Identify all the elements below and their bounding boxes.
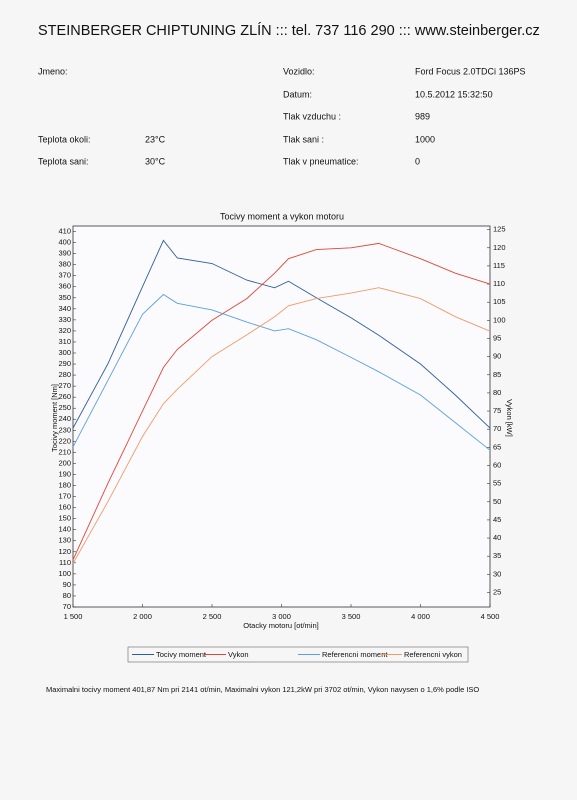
y-tick-label: 180 <box>58 481 71 490</box>
y2-tick-label: 75 <box>493 406 501 415</box>
y-tick-label: 200 <box>58 458 71 467</box>
y-tick-label: 140 <box>58 525 71 534</box>
y2-axis-label: Vykon [kW] <box>505 399 514 437</box>
y-tick-label: 400 <box>58 238 71 247</box>
y2-tick-label: 40 <box>493 533 501 542</box>
y2-tick-label: 35 <box>493 551 501 560</box>
y-tick-label: 90 <box>63 580 71 589</box>
y-tick-label: 350 <box>58 293 71 302</box>
series-line <box>72 242 491 560</box>
header: STEINBERGER CHIPTUNING ZLÍN ::: tel. 737… <box>38 22 540 39</box>
y-tick-label: 220 <box>58 436 71 445</box>
y2-tick-label: 70 <box>493 424 501 433</box>
x-tick-label: 4 000 <box>411 612 430 621</box>
y2-tick-label: 80 <box>493 388 501 397</box>
y2-tick-label: 25 <box>493 587 501 596</box>
y-tick-label: 340 <box>58 304 71 313</box>
x-tick-label: 1 500 <box>64 612 83 621</box>
y-tick-label: 390 <box>58 249 71 258</box>
plot-area <box>72 225 491 608</box>
y2-tick-label: 95 <box>493 333 501 342</box>
legend-label: Referencni moment <box>322 650 388 659</box>
y2-tick-label: 120 <box>493 243 506 252</box>
legend-label: Tocivy moment <box>156 650 207 659</box>
field-label: Tlak sani : <box>283 134 324 144</box>
y2-tick-label: 90 <box>493 352 501 361</box>
y2-tick-label: 85 <box>493 370 501 379</box>
y-tick-label: 250 <box>58 403 71 412</box>
y-tick-label: 330 <box>58 315 71 324</box>
y-tick-label: 120 <box>58 547 71 556</box>
field-value: 10.5.2012 15:32:50 <box>415 89 493 99</box>
field-value: Ford Focus 2.0TDCi 136PS <box>415 66 526 76</box>
field-label: Tlak vzduchu : <box>283 111 341 121</box>
y2-tick-label: 125 <box>493 225 506 234</box>
y2-tick-label: 50 <box>493 497 501 506</box>
field-value: 1000 <box>415 134 435 144</box>
y2-tick-label: 105 <box>493 297 506 306</box>
y-tick-label: 170 <box>58 492 71 501</box>
y-tick-label: 210 <box>58 447 71 456</box>
y-tick-label: 410 <box>58 227 71 236</box>
y2-tick-label: 115 <box>493 261 505 270</box>
field-label: Vozidlo: <box>283 66 315 76</box>
field-label: Datum: <box>283 89 312 99</box>
x-axis-label: Otacky motoru [ot/min] <box>243 621 318 630</box>
legend-label: Vykon <box>228 650 249 659</box>
y-tick-label: 260 <box>58 392 71 401</box>
y-tick-label: 130 <box>58 536 71 545</box>
footer: Maximalni tocivy moment 401,87 Nm pri 21… <box>46 685 479 694</box>
field-label: Jmeno: <box>38 66 68 76</box>
y-tick-label: 290 <box>58 359 71 368</box>
legend-label: Referencni vykon <box>404 650 462 659</box>
y-axis-label: Tocivy moment [Nm] <box>50 384 59 452</box>
y-tick-label: 160 <box>58 503 71 512</box>
y2-tick-label: 45 <box>493 515 501 524</box>
y-tick-label: 270 <box>58 381 71 390</box>
y-tick-label: 150 <box>58 514 71 523</box>
field-value: 23°C <box>145 134 166 144</box>
field-value: 989 <box>415 111 430 121</box>
x-tick-label: 3 500 <box>342 612 361 621</box>
field-label: Teplota sani: <box>38 156 89 166</box>
series-line <box>72 239 491 429</box>
legend-box <box>127 646 469 663</box>
y-tick-label: 190 <box>58 469 71 478</box>
field-value: 30°C <box>145 156 166 166</box>
series-line <box>72 293 491 451</box>
y-tick-label: 380 <box>58 260 71 269</box>
field-label: Tlak v pneumatice: <box>283 156 359 166</box>
y2-tick-label: 30 <box>493 569 501 578</box>
y2-tick-label: 65 <box>493 442 501 451</box>
x-tick-label: 2 000 <box>133 612 152 621</box>
x-tick-label: 3 000 <box>272 612 291 621</box>
y2-tick-label: 55 <box>493 479 501 488</box>
y-tick-label: 230 <box>58 425 71 434</box>
field-value: 0 <box>415 156 420 166</box>
y-tick-label: 310 <box>58 337 71 346</box>
y-tick-label: 80 <box>63 591 71 600</box>
x-tick-label: 4 500 <box>481 612 500 621</box>
y-tick-label: 300 <box>58 348 71 357</box>
y2-tick-label: 100 <box>493 315 506 324</box>
y-tick-label: 110 <box>59 558 71 567</box>
y2-tick-label: 60 <box>493 460 501 469</box>
series-line <box>72 287 491 564</box>
y-tick-label: 240 <box>58 414 71 423</box>
y2-tick-label: 110 <box>493 279 505 288</box>
y-tick-label: 360 <box>58 282 71 291</box>
y-tick-label: 280 <box>58 370 71 379</box>
y-tick-label: 370 <box>58 271 71 280</box>
x-tick-label: 2 500 <box>203 612 222 621</box>
y-tick-label: 320 <box>58 326 71 335</box>
chart-title: Tocivy moment a vykon motoru <box>220 211 344 221</box>
y-tick-label: 100 <box>58 569 71 578</box>
field-label: Teplota okoli: <box>38 134 91 144</box>
y-tick-label: 70 <box>63 602 71 611</box>
